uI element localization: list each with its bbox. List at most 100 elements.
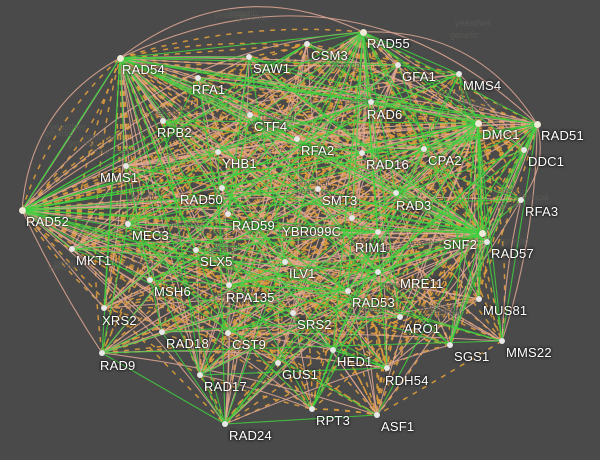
graph-node-ddc1[interactable] <box>521 147 527 153</box>
node-label-smt3: SMT3 <box>322 193 358 208</box>
graph-edge-genetic <box>103 231 379 309</box>
node-label-mms4: MMS4 <box>463 78 502 93</box>
graph-edge-coexpression <box>317 188 483 234</box>
graph-edge-coexpression <box>399 123 538 318</box>
graph-node-mms22[interactable] <box>499 338 505 344</box>
graph-edge-coexpression <box>21 209 451 346</box>
graph-node-slx5[interactable] <box>193 247 199 253</box>
graph-node-rad51[interactable] <box>533 120 541 128</box>
graph-node-ybr099c[interactable] <box>349 215 355 221</box>
graph-node-mus81[interactable] <box>476 296 482 302</box>
node-label-slx5: SLX5 <box>200 254 233 269</box>
graph-edge-physical <box>248 56 397 194</box>
graph-node-sgs1[interactable] <box>447 342 453 348</box>
graph-edge-coexpression <box>332 349 388 369</box>
graph-node-rad6[interactable] <box>368 99 374 105</box>
graph-node-gfa1[interactable] <box>395 62 401 68</box>
node-label-mkt1: MKT1 <box>76 253 112 268</box>
graph-edge-genetic <box>248 43 308 58</box>
node-label-rpt3: RPT3 <box>316 413 351 428</box>
graph-edge-physical <box>21 120 164 211</box>
graph-node-rad54[interactable] <box>116 54 124 62</box>
graph-edge-physical <box>195 122 479 251</box>
graph-node-mkt1[interactable] <box>69 246 75 252</box>
graph-edge-coexpression <box>395 123 538 194</box>
graph-node-msh6[interactable] <box>147 277 153 283</box>
graph-edge-genetic <box>481 232 503 342</box>
graph-edge-coexpression <box>481 123 538 234</box>
node-label-xrs2: XRS2 <box>102 313 137 328</box>
graph-edge-coexpression <box>162 120 479 124</box>
graph-node-srs2[interactable] <box>290 310 296 316</box>
graph-edge-coexpression <box>21 151 219 211</box>
graph-node-rfa2[interactable] <box>294 136 300 142</box>
graph-node-aro1[interactable] <box>397 314 403 320</box>
graph-node-rdh54[interactable] <box>384 365 390 371</box>
graph-edge-coexpression <box>71 248 379 273</box>
graph-node-rim1[interactable] <box>375 229 381 235</box>
graph-node-dmc1[interactable] <box>474 119 482 127</box>
graph-edge-genetic <box>21 209 313 410</box>
graph-node-gus1[interactable] <box>275 360 281 366</box>
graph-node-yhb1[interactable] <box>215 149 221 155</box>
graph-edge-coexpression <box>197 77 230 286</box>
graph-edge-genetic <box>311 152 363 410</box>
graph-node-mms4[interactable] <box>456 71 462 77</box>
graph-node-smt3[interactable] <box>315 186 321 192</box>
graph-node-saw1[interactable] <box>246 54 252 60</box>
graph-node-rad18[interactable] <box>159 329 165 335</box>
graph-node-rad52[interactable] <box>18 206 26 214</box>
graph-edge-coexpression <box>395 73 460 194</box>
node-label-rad17: RAD17 <box>204 379 247 394</box>
graph-node-rad24[interactable] <box>222 421 228 427</box>
graph-node-rpt3[interactable] <box>309 406 315 412</box>
graph-edge-genetic <box>386 122 479 369</box>
graph-edge-coexpression <box>217 151 226 425</box>
graph-node-xrs2[interactable] <box>101 305 107 311</box>
graph-edge-genetic <box>227 213 379 233</box>
graph-node-cpa2[interactable] <box>421 146 427 152</box>
graph-edge-physical <box>362 31 525 151</box>
graph-node-cst9[interactable] <box>225 330 231 336</box>
node-label-ilv1: ILV1 <box>289 266 316 281</box>
graph-node-ctf4[interactable] <box>247 112 253 118</box>
graph-edge-genetic <box>149 101 372 281</box>
graph-node-rad57[interactable] <box>484 239 490 245</box>
graph-edge-coexpression <box>119 57 538 125</box>
graph-node-asf1[interactable] <box>374 412 380 418</box>
graph-node-rpb2[interactable] <box>160 118 166 124</box>
graph-edge-genetic <box>119 57 388 369</box>
graph-node-hed1[interactable] <box>330 347 336 353</box>
graph-node-rad55[interactable] <box>359 28 367 36</box>
graph-node-rad53[interactable] <box>345 288 351 294</box>
graph-edge-coexpression <box>227 213 349 292</box>
graph-edge-genetic <box>306 43 460 75</box>
graph-node-rad3[interactable] <box>393 190 399 196</box>
graph-node-csm3[interactable] <box>304 41 310 47</box>
graph-edge-coexpression <box>125 165 163 333</box>
graph-node-rad9[interactable] <box>99 350 105 356</box>
graph-edge-coexpression <box>119 57 334 351</box>
graph-edge-physical <box>199 284 230 376</box>
graph-node-mms1[interactable] <box>123 163 129 169</box>
graph-edge-physical <box>197 77 353 219</box>
node-label-ctf4: CTF4 <box>254 119 288 134</box>
graph-node-rad17[interactable] <box>197 372 203 378</box>
graph-edge-physical <box>486 123 538 243</box>
graph-node-mec3[interactable] <box>125 221 131 227</box>
graph-edge-coexpression <box>119 57 129 225</box>
graph-node-mre11[interactable] <box>375 269 381 275</box>
graph-node-rfa3[interactable] <box>518 197 524 203</box>
graph-node-rad59[interactable] <box>225 211 231 217</box>
graph-node-rad50[interactable] <box>219 185 225 191</box>
graph-edge-coexpression <box>277 123 538 364</box>
graph-node-snf2[interactable] <box>478 229 486 237</box>
graph-edge-physical <box>161 290 349 333</box>
graph-node-rad16[interactable] <box>359 150 365 156</box>
graph-edge-coexpression <box>361 148 425 154</box>
graph-node-rfa1[interactable] <box>195 75 201 81</box>
graph-node-rpa135[interactable] <box>226 282 232 288</box>
graph-node-ilv1[interactable] <box>282 259 288 265</box>
